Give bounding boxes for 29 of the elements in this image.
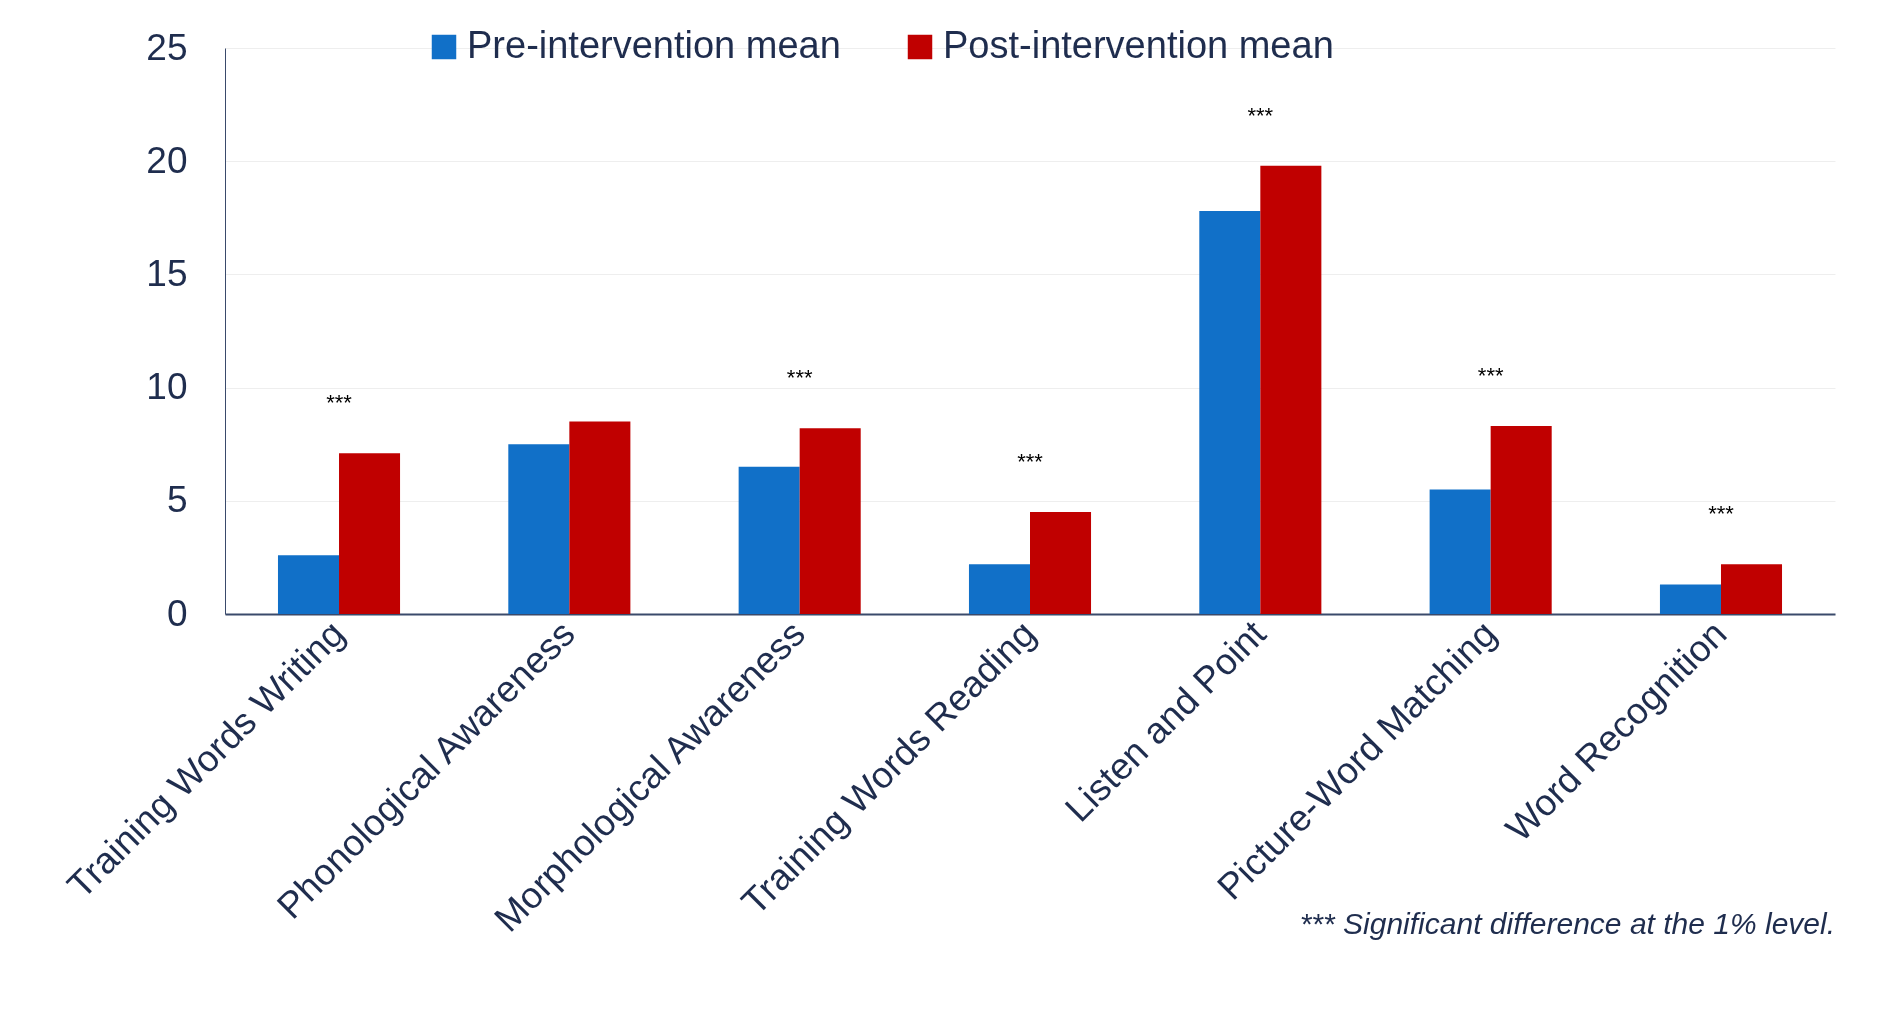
legend-label: Post-intervention mean [943,24,1334,66]
y-tick-label: 10 [146,366,188,408]
bar [799,428,861,614]
y-tick-label: 25 [146,26,188,68]
annotation: *** [1477,363,1504,389]
bar [1429,489,1491,614]
bar [277,555,340,614]
text: *** Significant difference at the 1% level. [1299,906,1835,940]
annotation: *** [1017,449,1044,475]
bar [1659,584,1721,614]
y-tick-label: 20 [146,139,188,181]
bar [569,421,631,614]
bar [1199,211,1261,614]
bar [738,466,800,614]
bar [508,444,570,614]
bar [339,453,401,614]
y-tick-label: 0 [166,592,188,634]
y-tick-label: 15 [146,252,188,294]
annotation: *** [1247,102,1274,128]
bar [1720,564,1783,614]
annotation: *** [1708,501,1735,527]
bar [1490,426,1552,614]
annotation: *** [786,365,813,391]
bar [1030,512,1092,614]
annotation: *** [326,390,353,416]
bar [1260,165,1322,614]
legend-label: Pre-intervention mean [467,24,841,66]
y-tick-label: 5 [166,479,188,521]
bar [968,564,1030,614]
